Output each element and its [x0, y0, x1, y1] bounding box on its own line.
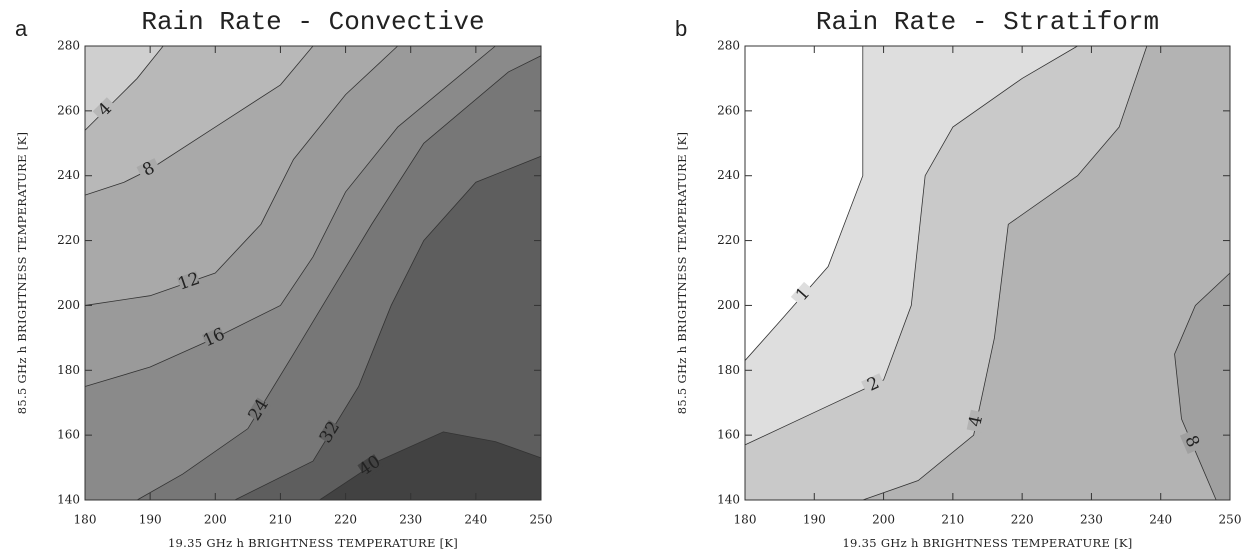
panel-letter: a [15, 16, 28, 41]
contour-fill [862, 46, 1230, 500]
y-tick-label: 220 [717, 233, 740, 247]
y-tick-label: 260 [717, 103, 740, 117]
contour-line [136, 55, 542, 501]
y-tick-label: 220 [57, 233, 80, 247]
y-tick-label: 240 [717, 168, 740, 182]
contour-label-bg [966, 409, 987, 433]
contour-label-bg [790, 281, 817, 308]
x-axis-label: 19.35 GHz h BRIGHTNESS TEMPERATURE [K] [168, 536, 458, 550]
x-tick-label: 180 [74, 513, 97, 527]
y-tick-label: 240 [57, 168, 80, 182]
contour-line [234, 155, 542, 501]
chart-title: Rain Rate - Stratiform [816, 7, 1159, 37]
x-tick-label: 250 [530, 513, 553, 527]
contour-label-bg [201, 326, 227, 350]
y-tick-label: 280 [717, 39, 740, 53]
contour-line [1174, 272, 1231, 501]
contour-label-bg [247, 397, 272, 423]
contour-label-bg [357, 454, 383, 479]
x-tick-label: 240 [464, 513, 487, 527]
x-tick-label: 210 [269, 513, 292, 527]
x-tick-label: 200 [872, 513, 895, 527]
contour-line [84, 45, 164, 131]
panel-letter: b [675, 16, 687, 41]
contour-line [84, 45, 398, 306]
x-tick-label: 210 [941, 513, 964, 527]
x-tick-label: 180 [734, 513, 757, 527]
x-tick-label: 190 [139, 513, 162, 527]
y-tick-label: 140 [717, 493, 740, 507]
x-tick-label: 230 [399, 513, 422, 527]
plot-frame [744, 45, 1231, 501]
contour-line [84, 45, 496, 387]
x-tick-label: 220 [1011, 513, 1034, 527]
y-tick-label: 180 [717, 363, 740, 377]
y-tick-label: 280 [57, 39, 80, 53]
contour-label-bg [1179, 429, 1203, 455]
y-tick-label: 180 [57, 363, 80, 377]
y-tick-label: 200 [717, 298, 740, 312]
y-axis-label: 85.5 GHz h BRIGHTNESS TEMPERATURE [K] [675, 132, 689, 415]
contour-label-bg [92, 97, 119, 123]
x-tick-label: 220 [334, 513, 357, 527]
x-axis-label: 19.35 GHz h BRIGHTNESS TEMPERATURE [K] [842, 536, 1132, 550]
x-tick-label: 250 [1219, 513, 1242, 527]
y-tick-label: 260 [57, 103, 80, 117]
contour-line [862, 45, 1148, 501]
contour-label-bg [136, 158, 162, 182]
y-tick-label: 160 [57, 428, 80, 442]
contour-fill [319, 431, 541, 500]
contour-label: 4 [965, 414, 987, 429]
x-tick-label: 240 [1149, 513, 1172, 527]
contour-line [319, 431, 542, 501]
y-tick-label: 200 [57, 298, 80, 312]
contour-label-bg [861, 373, 887, 397]
chart-title: Rain Rate - Convective [141, 7, 484, 37]
contour-label-bg [177, 271, 202, 293]
x-tick-label: 230 [1080, 513, 1103, 527]
y-tick-label: 140 [57, 493, 80, 507]
y-tick-label: 160 [717, 428, 740, 442]
x-tick-label: 190 [803, 513, 826, 527]
contour-line [744, 45, 1078, 446]
contour-label-bg [318, 419, 343, 446]
contour-fill [1174, 273, 1230, 500]
plot-frame [84, 45, 542, 501]
contour-fill [234, 156, 542, 500]
contour-line [84, 45, 314, 196]
x-tick-label: 200 [204, 513, 227, 527]
y-axis-label: 85.5 GHz h BRIGHTNESS TEMPERATURE [K] [15, 132, 29, 415]
contour-line [744, 46, 864, 361]
